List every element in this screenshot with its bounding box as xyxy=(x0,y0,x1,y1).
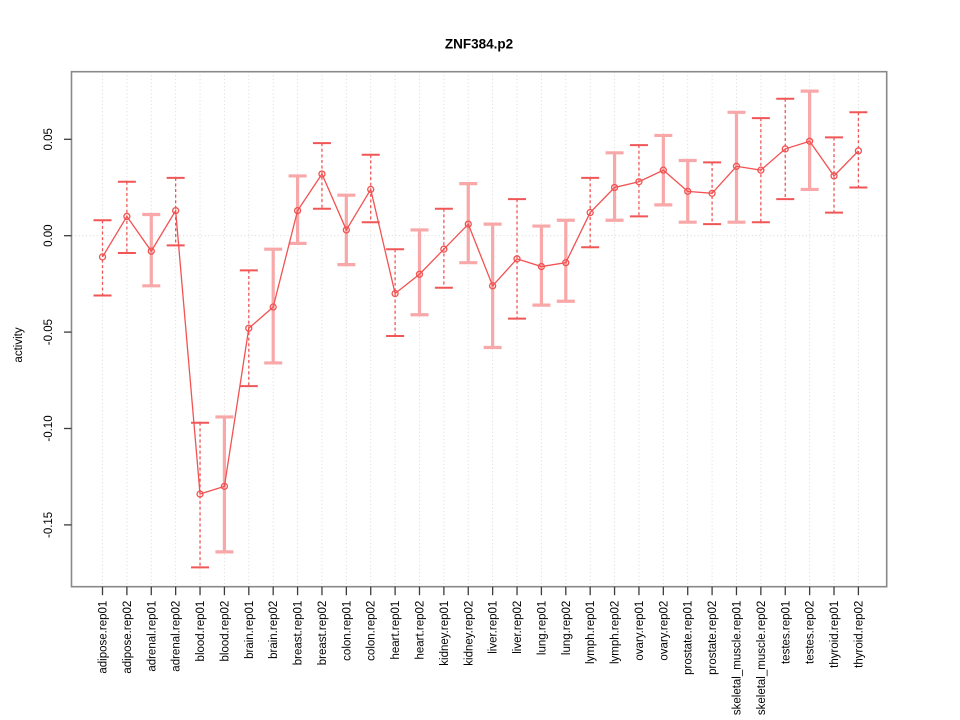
error-bar xyxy=(410,228,429,317)
data-point-marker xyxy=(391,289,399,298)
data-point-marker xyxy=(147,247,155,255)
chart-title: ZNF384.p2 xyxy=(445,37,513,52)
x-tick-label: skeletal_muscle.rep01 xyxy=(732,601,744,715)
x-tick-label: blood.rep02 xyxy=(219,601,231,662)
x-tick-label: adipose.rep01 xyxy=(98,601,110,674)
data-point-marker xyxy=(318,170,326,178)
x-tick-label: brain.rep02 xyxy=(268,601,280,659)
data-point-marker xyxy=(123,212,131,221)
data-point-marker xyxy=(610,183,619,192)
data-point-marker xyxy=(220,482,229,490)
data-point-marker xyxy=(342,226,350,234)
x-tick-label: kidney.rep01 xyxy=(439,601,451,666)
data-point-marker xyxy=(269,303,277,311)
data-point-marker xyxy=(805,137,814,145)
x-tick-label: lymph.rep01 xyxy=(585,601,597,664)
error-bar xyxy=(849,111,868,189)
x-tick-label: lung.rep01 xyxy=(536,601,548,655)
data-point-marker xyxy=(732,162,741,170)
data-point-marker xyxy=(708,189,716,197)
data-point-marker xyxy=(440,245,448,253)
y-tick-label: -0.10 xyxy=(43,415,55,441)
x-tick-label: ovary.rep02 xyxy=(658,601,670,661)
data-series-layer xyxy=(93,89,868,569)
x-tick-label: prostate.rep02 xyxy=(707,601,719,675)
x-tick-label: kidney.rep02 xyxy=(463,601,475,666)
error-bar xyxy=(605,151,624,222)
x-tick-label: liver.rep02 xyxy=(512,601,524,654)
x-tick-label: blood.rep01 xyxy=(195,601,207,662)
x-tick-label: lymph.rep02 xyxy=(610,601,622,664)
x-tick-label: heart.rep02 xyxy=(415,601,427,660)
data-point-marker xyxy=(586,208,594,217)
data-point-marker xyxy=(367,185,375,194)
data-point-marker xyxy=(830,172,838,180)
data-point-marker xyxy=(537,262,546,271)
y-tick-label: -0.15 xyxy=(43,512,55,538)
x-tick-label: ovary.rep01 xyxy=(634,601,646,661)
data-point-marker xyxy=(781,145,789,153)
axis-layer: 0.05 0.00 -0.05 -0.10 -0.15 adipose.rep01 adip… xyxy=(43,128,865,715)
x-tick-label: colon.rep01 xyxy=(341,601,353,661)
grid-layer xyxy=(71,71,887,587)
x-tick-label: brain.rep01 xyxy=(244,601,256,659)
y-tick-label: 0.05 xyxy=(43,128,55,150)
x-tick-label: adrenal.rep02 xyxy=(171,601,183,672)
data-point-marker xyxy=(196,490,204,498)
error-bar xyxy=(629,144,648,218)
x-tick-label: breast.rep02 xyxy=(317,601,329,666)
data-point-marker xyxy=(854,147,863,155)
data-point-marker xyxy=(635,178,643,186)
data-point-marker xyxy=(415,270,424,278)
x-tick-label: skeletal_muscle.rep02 xyxy=(756,601,768,715)
error-bar xyxy=(556,218,575,303)
x-tick-label: thyroid.rep01 xyxy=(829,601,841,668)
y-axis-label: activity xyxy=(13,327,25,362)
data-point-marker xyxy=(172,206,180,215)
x-tick-label: thyroid.rep02 xyxy=(853,601,865,668)
data-point-marker xyxy=(513,255,521,263)
data-point-marker xyxy=(98,253,107,261)
x-tick-label: adrenal.rep01 xyxy=(146,601,158,672)
data-point-marker xyxy=(464,220,472,228)
x-tick-label: liver.rep01 xyxy=(488,601,500,654)
data-point-marker xyxy=(757,166,765,174)
data-point-marker xyxy=(659,166,667,174)
x-tick-label: breast.rep01 xyxy=(293,601,305,666)
error-bar xyxy=(508,198,527,320)
x-tick-label: testes.rep02 xyxy=(805,601,817,664)
x-tick-label: adipose.rep02 xyxy=(122,601,134,674)
x-tick-label: prostate.rep01 xyxy=(683,601,695,675)
data-point-marker xyxy=(684,187,692,196)
error-bar xyxy=(800,89,819,192)
x-tick-label: colon.rep02 xyxy=(366,601,378,661)
error-bar xyxy=(312,142,331,210)
y-tick-label: -0.05 xyxy=(43,319,55,345)
error-bar xyxy=(434,207,453,289)
error-bar xyxy=(93,219,112,297)
data-point-marker xyxy=(245,324,253,332)
error-bar xyxy=(776,97,795,201)
error-bar xyxy=(459,182,478,265)
x-tick-label: testes.rep01 xyxy=(780,601,792,664)
plot-frame xyxy=(70,70,888,588)
error-bar xyxy=(386,248,405,337)
data-point-marker xyxy=(293,206,302,215)
x-tick-label: lung.rep02 xyxy=(561,601,573,655)
error-bar xyxy=(825,136,844,214)
error-bar xyxy=(532,224,551,307)
x-tick-label: heart.rep01 xyxy=(390,601,402,660)
y-tick-label: 0.00 xyxy=(43,225,55,247)
activity-series-line xyxy=(101,140,859,495)
data-point-marker xyxy=(562,259,570,267)
data-point-marker xyxy=(488,282,497,290)
